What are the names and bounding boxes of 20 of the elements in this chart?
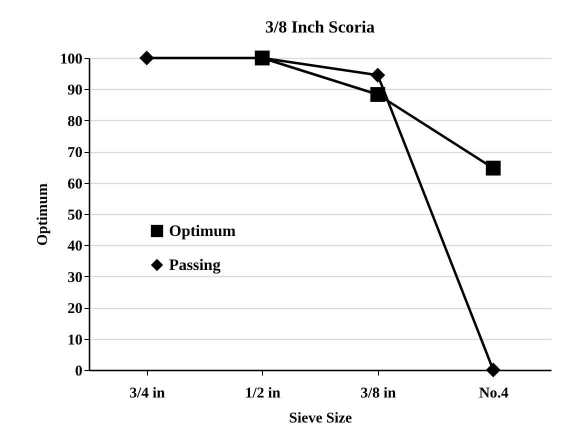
chart-title: 3/8 Inch Scoria <box>265 18 376 37</box>
y-tick-label: 20 <box>68 301 82 318</box>
y-tick-label: 100 <box>60 52 82 68</box>
legend-label: Passing <box>169 257 221 274</box>
x-axis-title: Sieve Size <box>289 410 352 426</box>
x-tick-label: 3/4 in <box>130 386 166 402</box>
y-tick-label: 0 <box>75 364 82 380</box>
y-tick-label: 10 <box>68 332 82 348</box>
legend-label: Optimum <box>169 223 236 240</box>
y-tick-label: 50 <box>68 208 82 224</box>
y-tick-label: 70 <box>68 145 82 162</box>
y-axis-title: Optimum <box>35 182 51 246</box>
y-tick-label: 80 <box>68 114 82 130</box>
x-tick-label: 1/2 in <box>245 386 282 402</box>
y-tick-label: 40 <box>68 238 82 255</box>
x-tick-label: No.4 <box>478 386 510 402</box>
y-tick-label: 90 <box>68 82 82 99</box>
y-tick-label: 60 <box>68 176 82 192</box>
y-tick-label: 30 <box>68 270 82 286</box>
x-tick-label: 3/8 in <box>360 386 397 402</box>
